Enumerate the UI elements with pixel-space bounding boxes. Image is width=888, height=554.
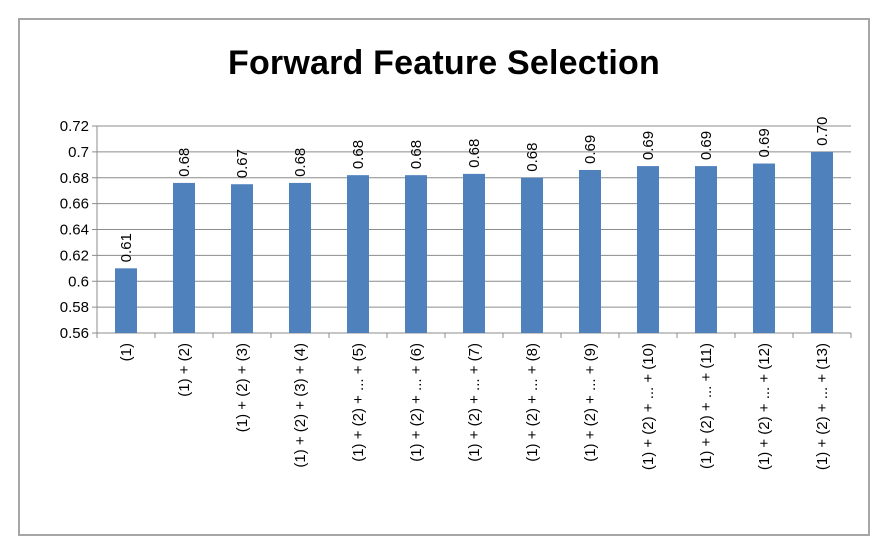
data-label: 0.70 <box>814 117 831 146</box>
data-label: 0.69 <box>640 131 657 160</box>
x-tick-label: (1) + (2) + ... + (6) <box>408 343 425 462</box>
x-tick-label: (1) <box>118 343 135 361</box>
data-label: 0.67 <box>234 149 251 178</box>
x-tick-label: (1) + (2) + ... + (10) <box>640 343 657 470</box>
y-tick-label: 0.6 <box>68 273 89 290</box>
chart-frame <box>18 18 870 536</box>
y-tick-label: 0.72 <box>60 118 89 135</box>
x-tick-label: (1) + (2) + ... + (5) <box>350 343 367 462</box>
y-tick-label: 0.64 <box>60 222 89 239</box>
x-tick-label: (1) + (2) + ... + (13) <box>814 343 831 470</box>
bar <box>463 173 485 333</box>
bar <box>173 182 195 333</box>
data-label: 0.68 <box>408 140 425 169</box>
bar <box>811 151 833 333</box>
y-tick-label: 0.68 <box>60 170 89 187</box>
data-label: 0.61 <box>118 233 135 262</box>
x-tick-label: (1) + (2) + (3) + (4) <box>292 343 309 468</box>
data-label: 0.69 <box>756 128 773 157</box>
x-tick-label: (1) + (2) + ... + (12) <box>756 343 773 470</box>
bar <box>115 268 137 333</box>
x-tick-label: (1) + (2) + ... + (11) <box>698 343 715 469</box>
x-tick-label: (1) + (2) + ... + (9) <box>582 343 599 462</box>
bar <box>405 175 427 333</box>
data-label: 0.68 <box>292 148 309 177</box>
data-label: 0.68 <box>350 140 367 169</box>
data-label: 0.68 <box>524 143 541 172</box>
bar <box>579 169 601 333</box>
bar <box>753 163 775 333</box>
bar <box>289 182 311 333</box>
bar <box>637 166 659 333</box>
bar <box>231 184 253 333</box>
y-tick-label: 0.66 <box>60 196 89 213</box>
data-label: 0.69 <box>582 135 599 164</box>
bar <box>347 175 369 333</box>
x-tick-label: (1) + (2) + ... + (7) <box>466 343 483 462</box>
y-tick-label: 0.62 <box>60 247 89 264</box>
bar <box>695 166 717 333</box>
y-tick-label: 0.7 <box>68 144 89 161</box>
y-tick-label: 0.58 <box>60 299 89 316</box>
data-label: 0.68 <box>466 139 483 168</box>
x-tick-label: (1) + (2) + ... + (8) <box>524 343 541 462</box>
data-label: 0.69 <box>698 131 715 160</box>
chart-title: Forward Feature Selection <box>228 44 660 82</box>
bar <box>521 177 543 333</box>
x-tick-label: (1) + (2) <box>176 343 193 397</box>
x-tick-label: (1) + (2) + (3) <box>234 343 251 432</box>
data-label: 0.68 <box>176 148 193 177</box>
y-tick-label: 0.56 <box>60 325 89 342</box>
